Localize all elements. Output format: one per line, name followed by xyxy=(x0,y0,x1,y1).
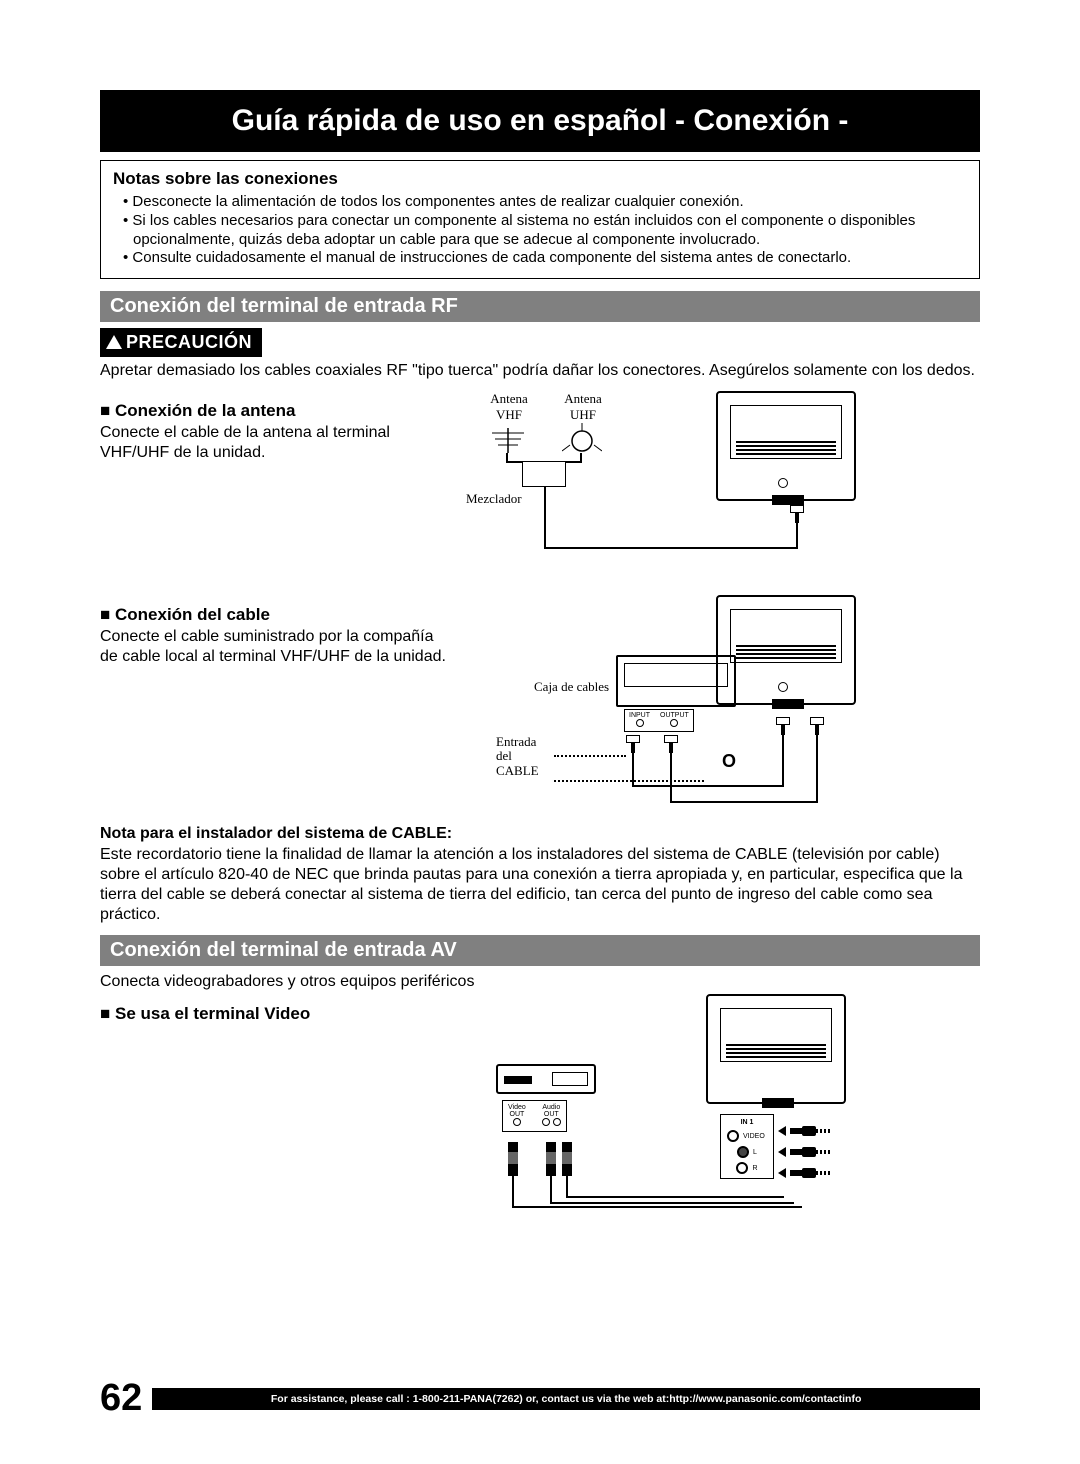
cable-box-io: INPUT OUTPUT xyxy=(624,709,694,732)
plug-down-icon xyxy=(508,1142,518,1176)
rca-plug-icon xyxy=(790,1126,830,1136)
notes-box: Notas sobre las conexiones Desconecte la… xyxy=(100,160,980,279)
note-item: Si los cables necesarios para conectar u… xyxy=(117,212,967,250)
cable-diagram: Caja de cables INPUT OUTPUT Entrada del … xyxy=(466,595,886,815)
tv-back-icon xyxy=(716,391,856,501)
arrow-left-icon xyxy=(778,1168,786,1178)
uhf-antenna-icon xyxy=(562,423,602,453)
coax-connector-icon xyxy=(810,717,824,735)
page-footer: 62 For assistance, please call : 1-800-2… xyxy=(100,1377,980,1420)
arrow-left-icon xyxy=(778,1126,786,1136)
av-heading: Se usa el terminal Video xyxy=(100,1004,450,1024)
cable-input-label: Entrada del CABLE xyxy=(496,735,546,778)
uhf-label: Antena UHF xyxy=(558,391,608,423)
vcr-io: VideoOUT AudioOUT xyxy=(502,1100,567,1132)
vhf-label: Antena VHF xyxy=(484,391,534,423)
warning-icon xyxy=(106,335,122,349)
av-diagram: VideoOUT AudioOUT IN 1 VIDE xyxy=(466,994,926,1224)
tv-back-icon xyxy=(716,595,856,705)
footer-assistance: For assistance, please call : 1-800-211-… xyxy=(152,1388,980,1410)
section-av-heading: Conexión del terminal de entrada AV xyxy=(100,935,980,966)
or-label: O xyxy=(722,751,736,772)
note-item: Desconecte la alimentación de todos los … xyxy=(117,193,967,212)
precaution-text: Apretar demasiado los cables coaxiales R… xyxy=(100,361,980,381)
antenna-text: Conecte el cable de la antena al termina… xyxy=(100,423,450,463)
note-item: Consulte cuidadosamente el manual de ins… xyxy=(117,249,967,268)
av-input-panel: IN 1 VIDEO L R xyxy=(720,1114,774,1179)
av-intro: Conecta videograbadores y otros equipos … xyxy=(100,972,980,992)
cable-text: Conecte el cable suministrado por la com… xyxy=(100,627,450,667)
cable-row: Conexión del cable Conecte el cable sumi… xyxy=(100,595,980,815)
vcr-icon xyxy=(496,1064,596,1094)
plug-down-icon xyxy=(546,1142,572,1176)
coax-connector-icon xyxy=(664,735,678,753)
section-rf-heading: Conexión del terminal de entrada RF xyxy=(100,291,980,322)
antenna-diagram: Antena VHF Antena UHF Mezclador xyxy=(466,391,886,591)
antenna-heading: Conexión de la antena xyxy=(100,401,450,421)
coax-connector-icon xyxy=(626,735,640,753)
notes-heading: Notas sobre las conexiones xyxy=(113,169,967,189)
mixer-label: Mezclador xyxy=(466,491,522,507)
antenna-row: Conexión de la antena Conecte el cable d… xyxy=(100,391,980,591)
cable-box-label: Caja de cables xyxy=(534,679,609,695)
rca-plug-icon xyxy=(790,1147,830,1157)
av-row: Se usa el terminal Video VideoOUT AudioO… xyxy=(100,994,980,1224)
coax-connector-icon xyxy=(776,717,790,735)
page-title: Guía rápida de uso en español - Conexión… xyxy=(100,90,980,152)
tv-back-icon xyxy=(706,994,846,1104)
installer-note-heading: Nota para el instalador del sistema de C… xyxy=(100,825,980,843)
precaution-badge: PRECAUCIÓN xyxy=(100,328,980,357)
arrow-left-icon xyxy=(778,1147,786,1157)
coax-connector-icon xyxy=(790,505,804,523)
cable-box-icon xyxy=(616,655,736,707)
cable-heading: Conexión del cable xyxy=(100,605,450,625)
page-number: 62 xyxy=(100,1377,142,1420)
installer-note-text: Este recordatorio tiene la finalidad de … xyxy=(100,845,980,925)
page-content: Guía rápida de uso en español - Conexión… xyxy=(100,90,980,1224)
plug-stack xyxy=(778,1126,830,1178)
vhf-antenna-icon xyxy=(488,423,528,453)
rca-plug-icon xyxy=(790,1168,830,1178)
mixer-box xyxy=(522,461,566,487)
precaution-label: PRECAUCIÓN xyxy=(126,332,252,352)
